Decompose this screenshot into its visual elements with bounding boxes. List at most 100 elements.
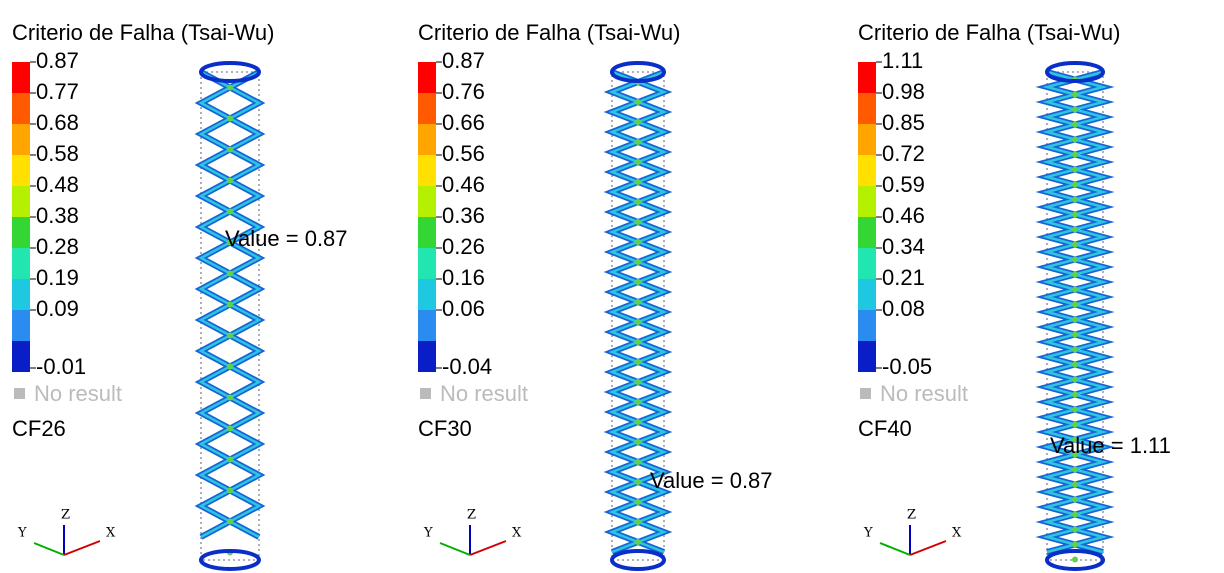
legend-title: Criterio de Falha (Tsai-Wu) — [418, 20, 680, 45]
rib-crossing — [227, 456, 233, 463]
cylinder-ring — [199, 61, 261, 83]
rib-crossing — [227, 301, 233, 308]
colorbar-segment — [858, 341, 876, 372]
helix-rib-highlight — [1042, 70, 1108, 554]
colorbar-segment — [858, 93, 876, 124]
colorbar-segment — [12, 93, 30, 124]
colorbar-segment — [858, 186, 876, 217]
legend-label: 0.06 — [442, 296, 485, 321]
axis-z-label: Z — [467, 508, 476, 523]
cylinder-ring — [610, 61, 666, 83]
rib-crossing — [1072, 151, 1078, 158]
probe-annotation: Value = 1.11 — [1050, 433, 1171, 458]
rib-crossing — [635, 439, 641, 445]
colorbar-segment — [418, 310, 436, 341]
legend-title: Criterio de Falha (Tsai-Wu) — [858, 20, 1120, 45]
axis-x — [909, 540, 947, 556]
legend-label: 0.72 — [882, 141, 925, 166]
legend-label: 0.87 — [442, 48, 485, 73]
legend-label: -0.05 — [882, 354, 932, 379]
axis-x-label: X — [512, 526, 522, 541]
legend-label: 0.09 — [36, 296, 79, 321]
rib-crossing — [1072, 466, 1078, 473]
legend-label: 0.28 — [36, 234, 79, 259]
axis-x — [469, 540, 507, 556]
rib-crossing — [227, 518, 233, 525]
rib-crossing — [635, 419, 641, 425]
load-case: CF40 — [858, 416, 912, 441]
rib-crossing — [635, 519, 641, 525]
cylinder-ring — [610, 549, 666, 571]
legend-label: 0.48 — [36, 172, 79, 197]
legend-title: Criterio de Falha (Tsai-Wu) — [12, 20, 274, 45]
cylinder-outline — [611, 71, 665, 561]
colorbar-segment — [12, 186, 30, 217]
helix-rib-highlight — [608, 70, 668, 554]
rib-crossing — [635, 179, 641, 185]
no-result-swatch — [420, 388, 431, 399]
rib-crossing — [635, 379, 641, 385]
rib-crossing — [1072, 316, 1078, 323]
colorbar-segment — [418, 341, 436, 372]
colorbar-segment — [12, 310, 30, 341]
rib-crossing — [1072, 361, 1078, 368]
axis-y-label: Y — [863, 526, 873, 541]
rib-crossing — [1072, 286, 1078, 293]
colorbar-segment — [858, 279, 876, 310]
rib-crossing — [1072, 91, 1078, 98]
legend-label: 0.68 — [36, 110, 79, 135]
legend-label: 0.56 — [442, 141, 485, 166]
rib-crossing — [227, 146, 233, 153]
rib-crossing — [227, 84, 233, 91]
rib-crossing — [1072, 136, 1078, 143]
colorbar-segment — [12, 279, 30, 310]
no-result-swatch — [14, 388, 25, 399]
axis-y-label: Y — [17, 526, 27, 541]
rib-crossing — [635, 199, 641, 205]
axis-z-label: Z — [61, 508, 70, 523]
axis-y-label: Y — [423, 526, 433, 541]
legend-label: 0.21 — [882, 265, 925, 290]
rib-crossing — [1072, 451, 1078, 458]
result-panel: Criterio de Falha (Tsai-Wu) 0.87 0.76 0.66 0… — [418, 20, 773, 571]
axis-x — [63, 540, 101, 556]
rib-crossing — [1072, 526, 1078, 533]
colorbar-segment — [12, 248, 30, 279]
rib-crossing — [1072, 541, 1078, 548]
colorbar-segment — [12, 62, 30, 93]
rib-crossing — [1072, 271, 1078, 278]
rib-crossing — [1072, 226, 1078, 233]
rib-crossing — [227, 425, 233, 432]
rib-crossing — [227, 177, 233, 184]
colorbar-segment — [858, 62, 876, 93]
rib-crossing — [1072, 406, 1078, 413]
no-result-label: No result — [880, 381, 968, 406]
colorbar-segment — [418, 248, 436, 279]
rib-crossing — [635, 299, 641, 305]
cylinder-outline — [200, 71, 260, 561]
legend-label: 0.66 — [442, 110, 485, 135]
colorbar-segment — [418, 155, 436, 186]
legend-label: -0.04 — [442, 354, 492, 379]
rib-crossing — [635, 219, 641, 225]
probe-annotation: Value = 0.87 — [650, 468, 773, 493]
rib-crossing — [227, 115, 233, 122]
rib-crossing — [1072, 211, 1078, 218]
legend-label: 0.46 — [882, 203, 925, 228]
rib-crossing — [227, 394, 233, 401]
legend-label: 0.87 — [36, 48, 79, 73]
colorbar-segment — [12, 124, 30, 155]
rib-crossing — [1072, 196, 1078, 203]
colorbar-segment — [12, 341, 30, 372]
legend-label: 0.77 — [36, 79, 79, 104]
rib-crossing — [1072, 496, 1078, 503]
axis-x-label: X — [952, 526, 962, 541]
colorbar-segment — [418, 124, 436, 155]
rib-crossing — [1072, 436, 1078, 443]
rib-crossing — [1072, 556, 1078, 563]
colorbar-segment — [418, 62, 436, 93]
rib-crossing — [1072, 256, 1078, 263]
rib-crossing — [635, 479, 641, 485]
legend-label: 0.59 — [882, 172, 925, 197]
rib-crossing — [227, 208, 233, 215]
